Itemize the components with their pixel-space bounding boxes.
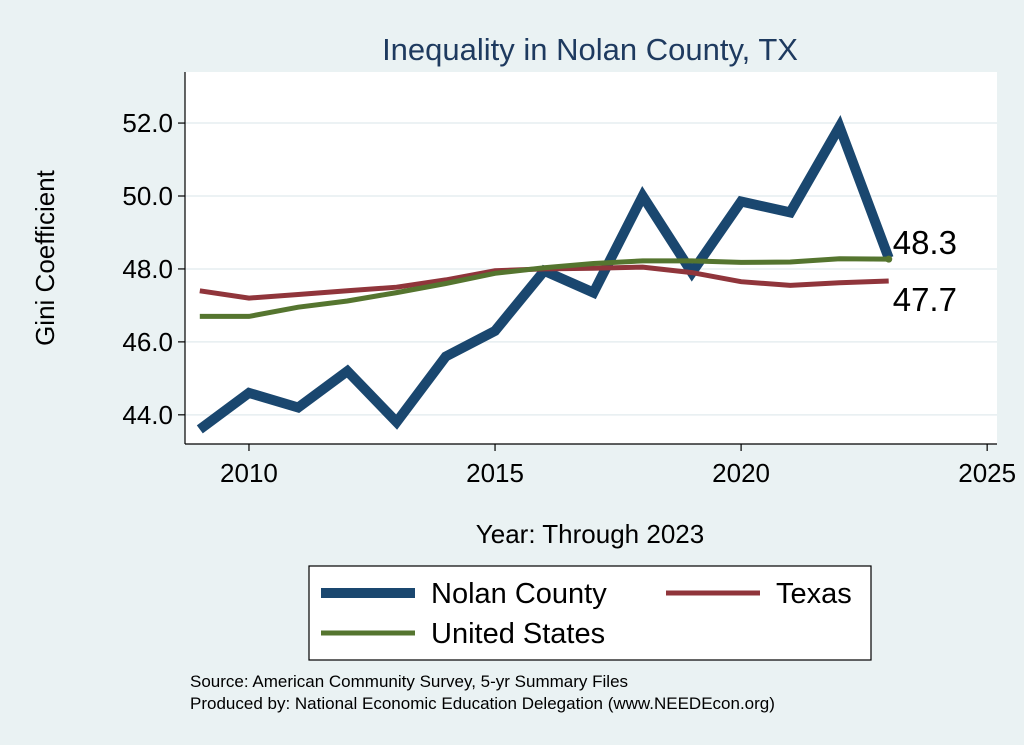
end-label-texas: 47.7 <box>893 281 957 318</box>
chart-title: Inequality in Nolan County, TX <box>382 32 798 67</box>
x-tick-label: 2020 <box>712 458 770 488</box>
endpoint-dot-united-states <box>885 255 893 263</box>
producer-line: Produced by: National Economic Education… <box>190 694 775 713</box>
y-tick-label: 46.0 <box>122 327 173 357</box>
y-axis-label: Gini Coefficient <box>30 169 60 346</box>
legend-label-texas: Texas <box>776 578 852 610</box>
y-tick-label: 50.0 <box>122 181 173 211</box>
end-labels: 48.3 47.7 <box>893 224 957 318</box>
tick-labels: 44.0 46.0 48.0 50.0 52.0 2010 2015 2020 2025 <box>122 108 1016 488</box>
y-tick-label: 48.0 <box>122 254 173 284</box>
series-lines <box>196 114 894 434</box>
y-tick-label: 44.0 <box>122 400 173 430</box>
x-axis-label: Year: Through 2023 <box>476 519 704 549</box>
series-line-united-states <box>199 256 889 319</box>
x-tick-label: 2025 <box>958 458 1016 488</box>
x-tick-label: 2010 <box>220 458 278 488</box>
legend-box <box>308 565 872 661</box>
legend-label-united-states: United States <box>431 618 605 650</box>
axes <box>178 72 997 451</box>
y-tick-label: 52.0 <box>122 108 173 138</box>
end-label-nolan-county: 48.3 <box>893 224 957 261</box>
legend-label-nolan-county: Nolan County <box>431 578 607 610</box>
legend: Nolan County Texas United States <box>308 565 872 661</box>
x-tick-label: 2015 <box>466 458 524 488</box>
source-line: Source: American Community Survey, 5-yr … <box>190 672 628 691</box>
